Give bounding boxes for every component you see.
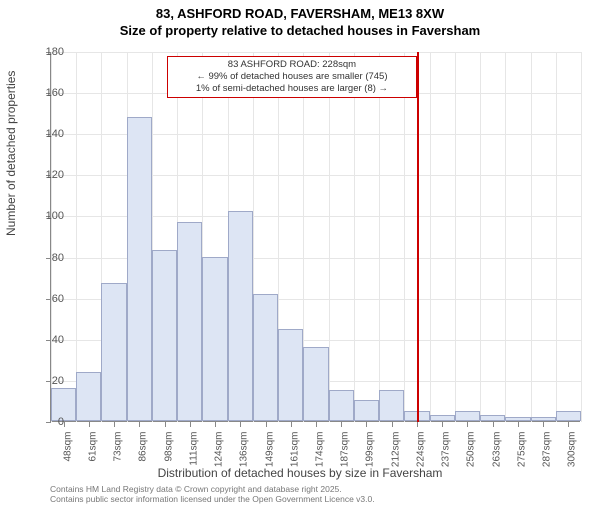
footnote-line1: Contains HM Land Registry data © Crown c… bbox=[50, 484, 375, 494]
histogram-bar bbox=[127, 117, 152, 421]
xtick-mark bbox=[139, 422, 140, 427]
gridline-v bbox=[531, 52, 532, 422]
ytick-label: 160 bbox=[24, 87, 64, 99]
xtick-mark bbox=[89, 422, 90, 427]
ytick-label: 40 bbox=[24, 334, 64, 346]
histogram-bar bbox=[455, 411, 480, 421]
ytick-label: 140 bbox=[24, 128, 64, 140]
ytick-label: 80 bbox=[24, 252, 64, 264]
xtick-mark bbox=[165, 422, 166, 427]
xtick-mark bbox=[291, 422, 292, 427]
histogram-bar bbox=[278, 329, 303, 422]
xtick-mark bbox=[215, 422, 216, 427]
histogram-bar bbox=[480, 415, 505, 421]
xtick-mark bbox=[493, 422, 494, 427]
annotation-line: 1% of semi-detached houses are larger (8… bbox=[172, 83, 412, 95]
gridline-v bbox=[379, 52, 380, 422]
xtick-mark bbox=[190, 422, 191, 427]
gridline-v bbox=[51, 52, 52, 422]
gridline-v bbox=[556, 52, 557, 422]
histogram-bar bbox=[531, 417, 556, 421]
plot-area: 48sqm61sqm73sqm86sqm98sqm111sqm124sqm136… bbox=[50, 52, 580, 422]
histogram-bar bbox=[253, 294, 278, 421]
histogram-chart: 48sqm61sqm73sqm86sqm98sqm111sqm124sqm136… bbox=[50, 52, 580, 422]
subject-marker-line bbox=[417, 52, 419, 422]
y-axis-label: Number of detached properties bbox=[4, 71, 18, 236]
histogram-bar bbox=[177, 222, 202, 421]
ytick-label: 180 bbox=[24, 46, 64, 58]
gridline-v bbox=[404, 52, 405, 422]
xtick-mark bbox=[543, 422, 544, 427]
xtick-mark bbox=[266, 422, 267, 427]
page-title-line1: 83, ASHFORD ROAD, FAVERSHAM, ME13 8XW bbox=[0, 6, 600, 21]
histogram-bar bbox=[354, 400, 379, 421]
annotation-line: ← 99% of detached houses are smaller (74… bbox=[172, 71, 412, 83]
footnote: Contains HM Land Registry data © Crown c… bbox=[50, 484, 375, 504]
gridline-v bbox=[329, 52, 330, 422]
histogram-bar bbox=[303, 347, 328, 421]
gridline-v bbox=[354, 52, 355, 422]
histogram-bar bbox=[556, 411, 581, 421]
histogram-bar bbox=[379, 390, 404, 421]
gridline-v bbox=[455, 52, 456, 422]
ytick-label: 120 bbox=[24, 169, 64, 181]
histogram-bar bbox=[152, 250, 177, 421]
gridline-v bbox=[76, 52, 77, 422]
page-title-line2: Size of property relative to detached ho… bbox=[0, 23, 600, 38]
gridline-v bbox=[430, 52, 431, 422]
histogram-bar bbox=[76, 372, 101, 421]
xtick-mark bbox=[442, 422, 443, 427]
xtick-mark bbox=[392, 422, 393, 427]
xtick-mark bbox=[240, 422, 241, 427]
footnote-line2: Contains public sector information licen… bbox=[50, 494, 375, 504]
histogram-bar bbox=[430, 415, 455, 421]
histogram-bar bbox=[101, 283, 126, 421]
annotation-line: 83 ASHFORD ROAD: 228sqm bbox=[172, 59, 412, 71]
histogram-bar bbox=[202, 257, 227, 421]
gridline-v bbox=[480, 52, 481, 422]
xtick-mark bbox=[467, 422, 468, 427]
ytick-label: 20 bbox=[24, 375, 64, 387]
histogram-bar bbox=[505, 417, 530, 421]
histogram-bar bbox=[329, 390, 354, 421]
gridline-v bbox=[581, 52, 582, 422]
xtick-mark bbox=[114, 422, 115, 427]
ytick-label: 60 bbox=[24, 293, 64, 305]
xtick-mark bbox=[341, 422, 342, 427]
xtick-mark bbox=[518, 422, 519, 427]
xtick-mark bbox=[417, 422, 418, 427]
histogram-bar bbox=[228, 211, 253, 421]
ytick-label: 0 bbox=[24, 416, 64, 428]
gridline-v bbox=[505, 52, 506, 422]
ytick-label: 100 bbox=[24, 210, 64, 222]
x-axis-label: Distribution of detached houses by size … bbox=[0, 466, 600, 480]
xtick-mark bbox=[366, 422, 367, 427]
xtick-mark bbox=[316, 422, 317, 427]
gridline-h bbox=[51, 52, 581, 53]
annotation-box: 83 ASHFORD ROAD: 228sqm← 99% of detached… bbox=[167, 56, 417, 98]
xtick-mark bbox=[568, 422, 569, 427]
